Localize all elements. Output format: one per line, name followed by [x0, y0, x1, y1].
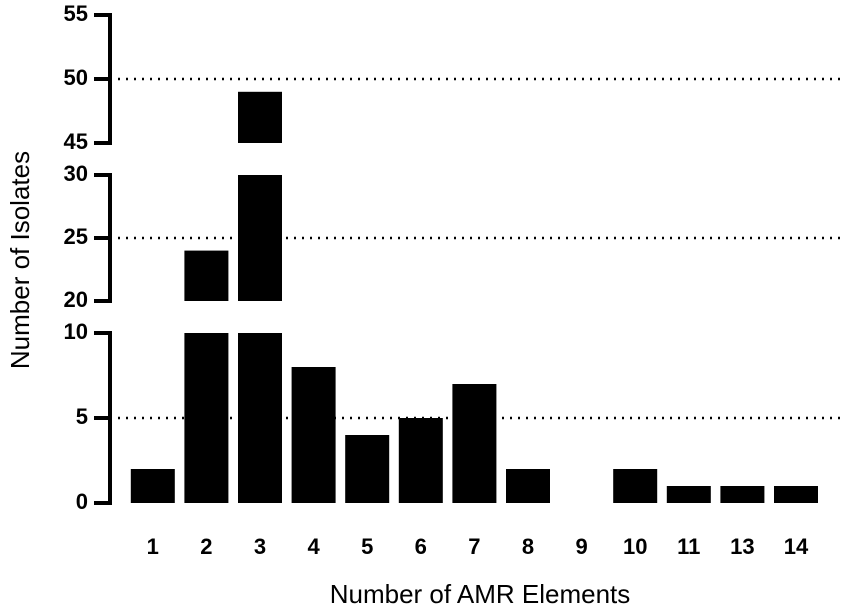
x-tick-label: 14 [784, 534, 809, 559]
x-tick-label: 3 [254, 534, 266, 559]
y-tick-label: 30 [64, 161, 88, 186]
x-tick-label: 2 [200, 534, 212, 559]
y-axis-label: Number of Isolates [5, 151, 35, 369]
x-tick-label: 8 [522, 534, 534, 559]
bar [291, 367, 336, 503]
bar [130, 469, 175, 503]
bar [398, 418, 443, 503]
bar [184, 333, 229, 503]
bar [238, 175, 282, 301]
bar [506, 469, 550, 503]
bar [666, 486, 711, 503]
y-tick-label: 10 [64, 319, 88, 344]
y-tick-label: 0 [76, 489, 88, 514]
x-tick-label: 1 [147, 534, 159, 559]
x-tick-label: 7 [468, 534, 480, 559]
x-tick-label: 10 [623, 534, 647, 559]
bar [720, 486, 765, 503]
x-tick-label: 13 [730, 534, 754, 559]
y-tick-label: 50 [64, 65, 88, 90]
x-tick-label: 6 [415, 534, 427, 559]
y-tick-label: 45 [64, 129, 88, 154]
bar [345, 435, 390, 503]
x-tick-label: 9 [575, 534, 587, 559]
bar [452, 384, 497, 503]
x-tick-label: 5 [361, 534, 373, 559]
y-tick-label: 5 [76, 404, 88, 429]
bar [238, 91, 282, 143]
y-tick-label: 25 [64, 224, 88, 249]
x-tick-label: 4 [307, 534, 320, 559]
x-axis-label: Number of AMR Elements [330, 579, 631, 609]
x-tick-label: 11 [677, 534, 700, 559]
y-tick-label: 20 [64, 287, 88, 312]
y-tick-label: 55 [64, 1, 88, 26]
bar [184, 250, 229, 301]
bar [774, 486, 818, 503]
bar [238, 333, 282, 503]
bar [613, 469, 658, 503]
